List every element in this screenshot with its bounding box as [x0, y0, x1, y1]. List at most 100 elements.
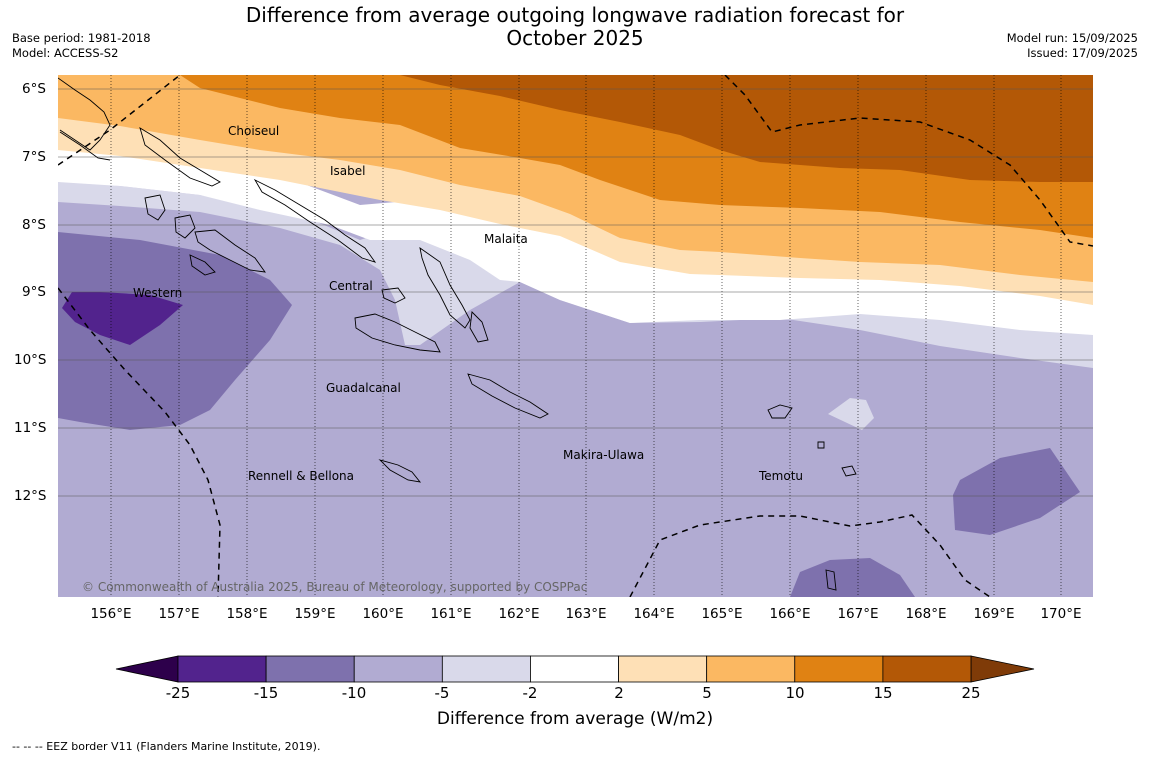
utupua-coast	[817, 441, 825, 449]
colorbar-segment	[177, 655, 267, 683]
eez-border-northwest	[58, 75, 181, 166]
map-area	[58, 75, 1093, 597]
lat-label: 11°S	[14, 420, 47, 436]
eez-border-northeast	[724, 75, 1093, 247]
eez-footnote: -- -- -- EEZ border V11 (Flanders Marine…	[12, 740, 321, 753]
base-period: Base period: 1981-2018	[12, 31, 151, 45]
colorbar-segment	[265, 655, 355, 683]
place-label-makira-ulawa: Makira-Ulawa	[563, 448, 645, 462]
isabel-coast	[253, 178, 377, 263]
vanikoro-coast	[841, 465, 857, 477]
southern-islet-coast	[825, 569, 837, 591]
eez-borders	[58, 75, 1093, 597]
colorbar-segment	[353, 655, 443, 683]
chart-title: Difference from average outgoing longwav…	[0, 4, 1150, 50]
lon-label: 161°E	[430, 606, 472, 622]
lat-label: 10°S	[14, 352, 47, 368]
place-label-malaita: Malaita	[484, 232, 528, 246]
coastlines	[58, 77, 857, 591]
lon-label: 167°E	[837, 606, 879, 622]
colorbar-segment	[618, 655, 708, 683]
place-label-rennell-bellona: Rennell & Bellona	[248, 469, 355, 483]
malaita-coast	[419, 246, 471, 329]
vella-lavella-coast	[144, 194, 166, 221]
rennell-coast	[378, 459, 422, 483]
colorbar-tick: 2	[614, 684, 624, 702]
lon-label: 160°E	[362, 606, 404, 622]
lat-label: 7°S	[22, 149, 46, 165]
santa-cruz-coast	[767, 404, 793, 419]
lon-label: 163°E	[565, 606, 607, 622]
field-white	[58, 130, 1093, 335]
place-label-guadalcanal: Guadalcanal	[326, 381, 401, 395]
place-label-choiseul: Choiseul	[228, 124, 280, 138]
issued-date: Issued: 17/09/2025	[1027, 46, 1138, 60]
graticule	[110, 75, 1062, 597]
lat-label: 9°S	[22, 284, 46, 300]
field-dark-purple	[62, 292, 183, 345]
kolombangara-coast	[174, 214, 196, 239]
colorbar-tick: 25	[961, 684, 981, 702]
lon-label: 156°E	[90, 606, 132, 622]
colorbar-segment	[882, 655, 972, 683]
new-georgia-coast	[194, 229, 266, 273]
lon-label: 169°E	[973, 606, 1015, 622]
lon-label: 168°E	[905, 606, 947, 622]
lon-label: 157°E	[158, 606, 200, 622]
guadalcanal-coast	[354, 313, 441, 353]
lon-label: 159°E	[294, 606, 336, 622]
rendova-coast	[189, 254, 216, 276]
model-run-date: Model run: 15/09/2025	[1006, 31, 1138, 45]
field-purple-west	[58, 232, 292, 430]
meta-right: Model run: 15/09/2025 Issued: 17/09/2025	[1007, 31, 1138, 61]
lat-lines	[58, 88, 1093, 497]
colorbar-tick: -2	[522, 684, 538, 702]
colorbar-tick: -15	[253, 684, 279, 702]
colorbar-segments	[177, 655, 972, 683]
colorbar-segment	[794, 655, 884, 683]
title-line-1: Difference from average outgoing longwav…	[245, 3, 905, 27]
colorbar	[115, 655, 1035, 683]
lon-label: 165°E	[701, 606, 743, 622]
choiseul-coast	[139, 127, 221, 187]
lon-label: 170°E	[1040, 606, 1082, 622]
colorbar-tick: 15	[873, 684, 893, 702]
field-pale-patch	[828, 398, 874, 430]
makira-coast	[467, 373, 549, 419]
field-purple-east	[953, 448, 1080, 535]
colorbar-under-arrow	[115, 655, 179, 683]
colorbar-tick: 10	[785, 684, 805, 702]
field-purple-south	[790, 558, 915, 597]
small-malaita-coast	[469, 311, 489, 343]
meta-left: Base period: 1981-2018 Model: ACCESS-S2	[12, 31, 151, 61]
lon-label: 164°E	[633, 606, 675, 622]
lon-label: 166°E	[769, 606, 811, 622]
copyright-notice: © Commonwealth of Australia 2025, Bureau…	[82, 580, 588, 594]
eez-border-south	[629, 514, 991, 597]
florida-islands-coast	[381, 287, 406, 304]
place-label-isabel: Isabel	[330, 164, 366, 178]
colorbar-label: Difference from average (W/m2)	[436, 709, 714, 729]
colorbar-tick: -10	[341, 684, 367, 702]
bougainville-south-coast	[59, 131, 111, 161]
model-name: Model: ACCESS-S2	[12, 46, 119, 60]
colorbar-tick: -25	[165, 684, 191, 702]
lat-label: 12°S	[14, 488, 47, 504]
colorbar-segment	[706, 655, 796, 683]
colorbar-over-arrow	[970, 655, 1035, 683]
field-brown	[400, 75, 1093, 182]
place-label-western: Western	[133, 286, 183, 300]
lon-label: 158°E	[226, 606, 268, 622]
title-line-2: October 2025	[506, 26, 644, 50]
lat-label: 8°S	[22, 217, 46, 233]
lat-label: 6°S	[22, 81, 46, 97]
colorbar-segment	[530, 655, 619, 683]
place-label-temotu: Temotu	[759, 469, 804, 483]
colorbar-tick: 5	[702, 684, 712, 702]
colorbar-segment	[441, 655, 531, 683]
place-label-central: Central	[329, 279, 373, 293]
lon-label: 162°E	[498, 606, 540, 622]
colorbar-tick: -5	[434, 684, 450, 702]
bougainville-coast	[58, 77, 111, 151]
